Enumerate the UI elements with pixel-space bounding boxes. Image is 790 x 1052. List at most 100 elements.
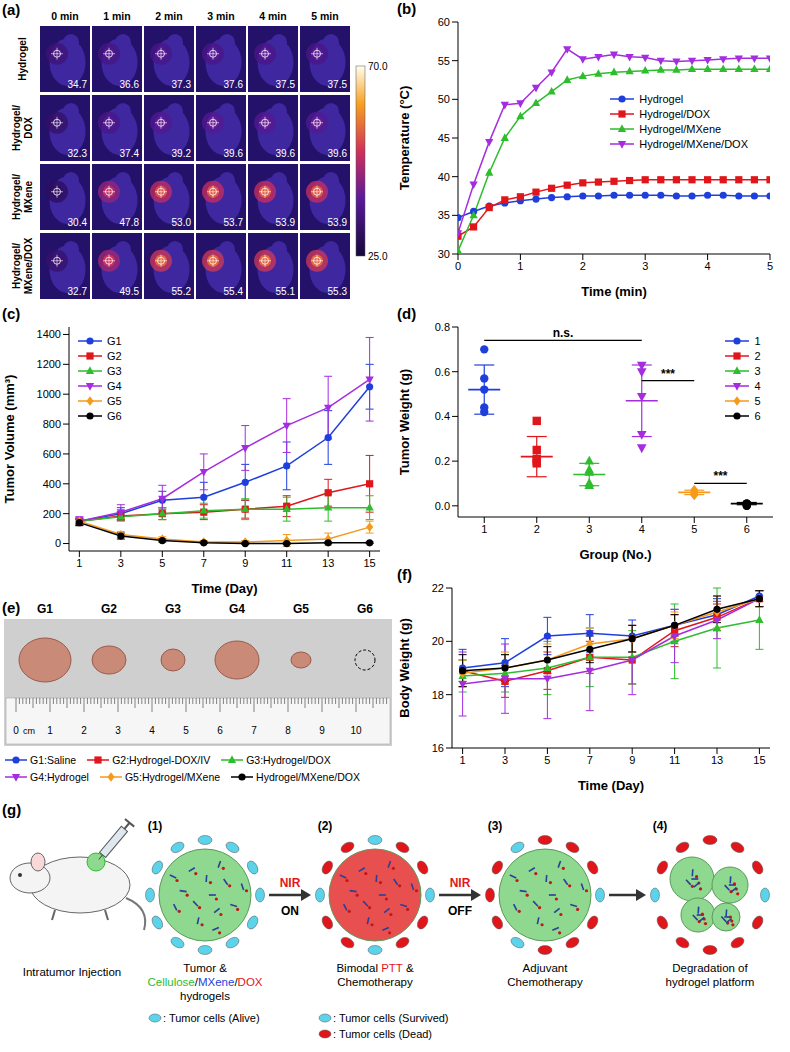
svg-text:(3): (3): [488, 819, 503, 833]
svg-text:30.4: 30.4: [68, 217, 88, 228]
svg-text:1000: 1000: [37, 388, 61, 400]
svg-text:3: 3: [115, 725, 121, 736]
svg-text:ON: ON: [281, 904, 299, 918]
svg-text:1: 1: [47, 725, 53, 736]
svg-text:Chemotherapy: Chemotherapy: [507, 976, 583, 988]
svg-text:37.4: 37.4: [120, 148, 140, 159]
svg-text:0.4: 0.4: [435, 410, 450, 422]
svg-text:Time (Day): Time (Day): [578, 778, 644, 793]
svg-text:47.8: 47.8: [120, 217, 140, 228]
svg-text:: Tumor cells (Alive): : Tumor cells (Alive): [163, 1012, 260, 1024]
svg-text:5: 5: [183, 725, 189, 736]
svg-text:NIR: NIR: [280, 876, 301, 890]
svg-text:34.7: 34.7: [68, 79, 88, 90]
svg-text:1400: 1400: [37, 328, 61, 340]
svg-text:39.2: 39.2: [172, 148, 192, 159]
svg-text:6: 6: [744, 523, 750, 535]
svg-text:55: 55: [438, 55, 450, 67]
svg-text:(4): (4): [653, 819, 668, 833]
svg-text:1: 1: [517, 260, 523, 272]
svg-text:5: 5: [767, 260, 773, 272]
svg-text:30: 30: [438, 248, 450, 260]
svg-text:36.6: 36.6: [120, 79, 140, 90]
svg-text:1: 1: [481, 523, 487, 535]
svg-text:: Tumor cells (Dead): : Tumor cells (Dead): [333, 1028, 432, 1040]
svg-text:2: 2: [81, 725, 87, 736]
svg-text:0: 0: [455, 260, 461, 272]
svg-text:3: 3: [642, 260, 648, 272]
svg-text:37.5: 37.5: [276, 79, 296, 90]
svg-text:1200: 1200: [37, 358, 61, 370]
svg-text:4: 4: [639, 523, 645, 535]
svg-text:49.5: 49.5: [120, 286, 140, 297]
svg-text:Group (No.): Group (No.): [579, 547, 651, 562]
svg-text:7: 7: [201, 557, 207, 569]
svg-text:37.3: 37.3: [172, 79, 192, 90]
svg-text:***: ***: [661, 367, 675, 381]
svg-text:18: 18: [432, 689, 444, 701]
svg-text:Adjuvant: Adjuvant: [523, 962, 569, 974]
svg-text:53.7: 53.7: [224, 217, 244, 228]
svg-text:Temperature (°C): Temperature (°C): [397, 86, 412, 191]
svg-text:Time (min): Time (min): [581, 284, 647, 299]
svg-text:9: 9: [319, 725, 325, 736]
svg-text:22: 22: [432, 582, 444, 594]
svg-text:39.6: 39.6: [328, 148, 348, 159]
svg-text:(2): (2): [318, 819, 333, 833]
svg-text:1: 1: [460, 754, 466, 766]
svg-text:11: 11: [281, 557, 292, 569]
svg-text:55.1: 55.1: [276, 286, 296, 297]
svg-text:3: 3: [586, 523, 592, 535]
svg-text:3: 3: [118, 557, 124, 569]
svg-text:0.8: 0.8: [435, 321, 450, 333]
svg-text:Hydrogel: Hydrogel: [17, 37, 28, 81]
svg-text:37.5: 37.5: [328, 79, 348, 90]
svg-text:0: 0: [13, 725, 19, 736]
svg-text:1 min: 1 min: [103, 10, 130, 22]
svg-text:hydrogels: hydrogels: [180, 990, 230, 1002]
svg-text:Tumor Weight (g): Tumor Weight (g): [397, 369, 412, 475]
svg-text:NIR: NIR: [450, 876, 471, 890]
svg-text:39.6: 39.6: [224, 148, 244, 159]
svg-text:9: 9: [629, 754, 635, 766]
svg-text:5: 5: [159, 557, 165, 569]
svg-text:400: 400: [43, 478, 61, 490]
svg-text:13: 13: [711, 754, 723, 766]
svg-text:: Tumor cells (Survived): : Tumor cells (Survived): [333, 1012, 449, 1024]
svg-text:G2: G2: [101, 602, 117, 616]
svg-text:G6: G6: [357, 602, 373, 616]
svg-text:60: 60: [438, 16, 450, 28]
svg-text:0.6: 0.6: [435, 366, 450, 378]
svg-text:0 min: 0 min: [51, 10, 78, 22]
svg-text:G4: G4: [229, 602, 245, 616]
svg-text:G5: G5: [293, 602, 309, 616]
svg-text:5: 5: [544, 754, 550, 766]
svg-text:13: 13: [322, 557, 334, 569]
svg-text:0.2: 0.2: [435, 455, 450, 467]
svg-text:(a): (a): [2, 1, 20, 18]
svg-text:Degradation of: Degradation of: [672, 962, 748, 974]
svg-text:Time (Day): Time (Day): [191, 581, 257, 596]
svg-text:20: 20: [432, 635, 444, 647]
svg-text:9: 9: [242, 557, 248, 569]
svg-text:Hydrogel/MXene: Hydrogel/MXene: [11, 174, 34, 220]
svg-text:50: 50: [438, 93, 450, 105]
svg-text:53.0: 53.0: [172, 217, 192, 228]
svg-text:8: 8: [285, 725, 291, 736]
svg-text:0.0: 0.0: [435, 500, 450, 512]
svg-text:4: 4: [705, 260, 711, 272]
svg-text:***: ***: [713, 469, 727, 483]
svg-text:Bimodal PTT &: Bimodal PTT &: [336, 962, 413, 974]
svg-text:53.9: 53.9: [328, 217, 348, 228]
svg-text:(e): (e): [2, 599, 20, 616]
svg-text:37.6: 37.6: [224, 79, 244, 90]
svg-text:OFF: OFF: [448, 904, 472, 918]
svg-text:10: 10: [350, 725, 362, 736]
svg-text:55.4: 55.4: [224, 286, 244, 297]
svg-text:G3: G3: [165, 602, 181, 616]
svg-text:15: 15: [753, 754, 765, 766]
svg-text:15: 15: [364, 557, 376, 569]
svg-text:4 min: 4 min: [259, 10, 286, 22]
svg-text:cm: cm: [23, 726, 35, 736]
svg-text:800: 800: [43, 418, 61, 430]
